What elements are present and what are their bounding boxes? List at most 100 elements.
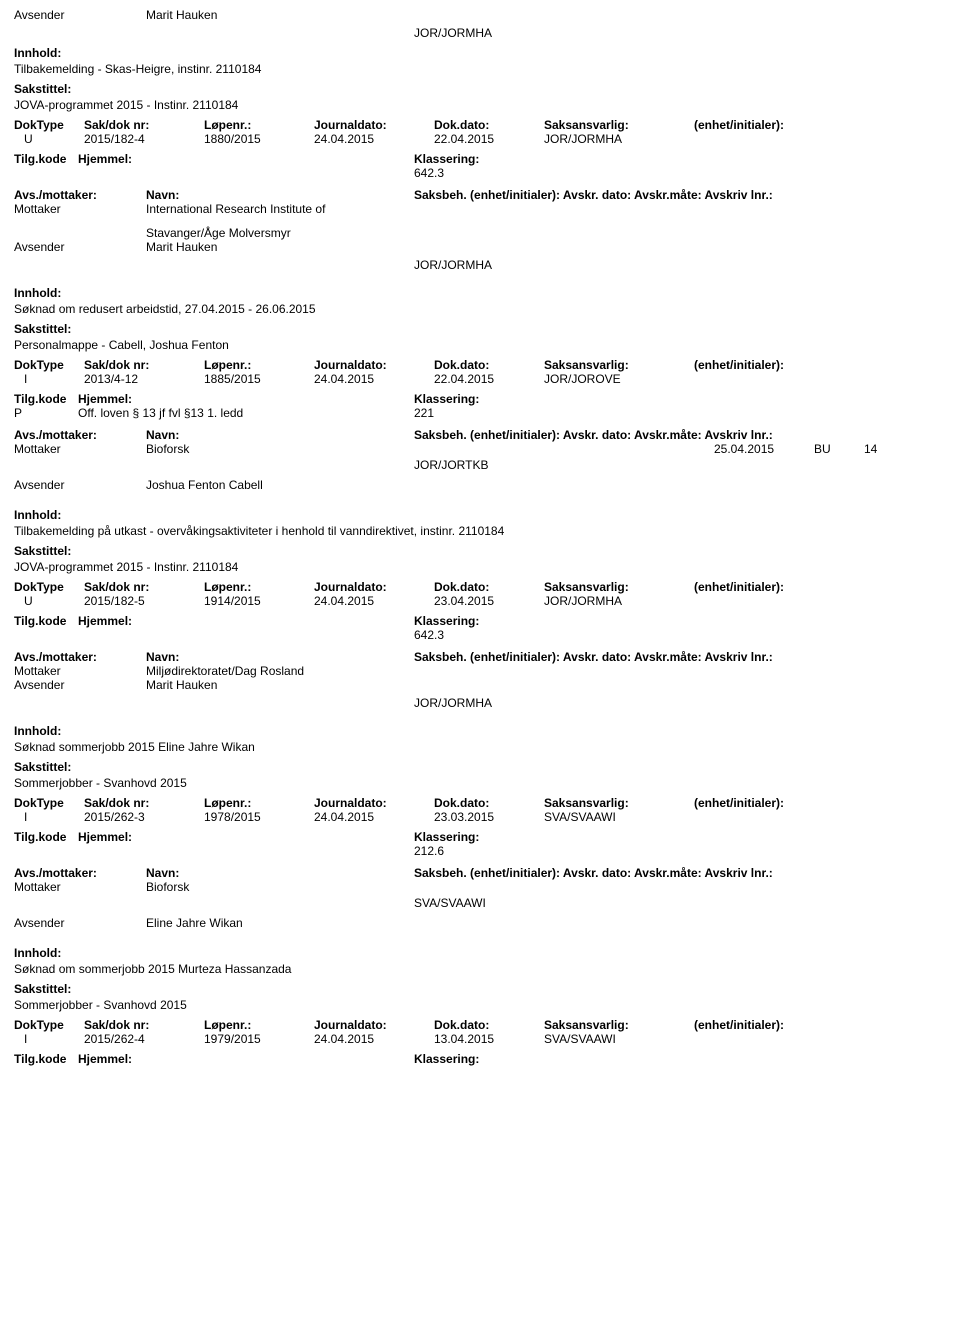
- mottaker-navn: International Research Institute of: [146, 202, 414, 216]
- tilgkode-label: Tilg.kode: [14, 152, 78, 166]
- avsender-label: Avsender: [14, 916, 146, 932]
- tilg-left: Tilg.kodeHjemmel:: [14, 152, 414, 166]
- avskr-dato: 25.04.2015: [714, 442, 814, 456]
- dokdato-value: 22.04.2015: [434, 372, 544, 386]
- journal-entry: Innhold:Tilbakemelding på utkast - overv…: [14, 508, 946, 710]
- avsender-row-bottom: AvsenderMarit Hauken: [14, 240, 946, 256]
- tilgkode-value: [14, 166, 78, 182]
- sakstittel-label: Sakstittel:: [14, 982, 946, 996]
- avskr-mate: [814, 202, 864, 216]
- mottaker-label: Mottaker: [14, 664, 146, 678]
- klassering-block: Klassering:: [414, 152, 479, 166]
- tilgkode-label: Tilg.kode: [14, 614, 78, 628]
- dok-row: I2015/262-41979/201524.04.201513.04.2015…: [14, 1032, 946, 1046]
- avsender-value: Eline Jahre Wikan: [146, 916, 243, 932]
- saksansvarlig-value: JOR/JOROVE: [544, 372, 694, 386]
- saksbeh-spacer: [414, 664, 714, 678]
- hjemmel-row: 642.3: [14, 628, 946, 644]
- avsender-label: Avsender: [14, 240, 146, 256]
- sakdok-header: Sak/dok nr:: [84, 580, 204, 594]
- saksbeh-header: Saksbeh. (enhet/initialer): Avskr. dato:…: [414, 650, 773, 664]
- tilg-row: Tilg.kodeHjemmel:Klassering:: [14, 830, 946, 844]
- sakstittel-text: Sommerjobber - Svanhovd 2015: [14, 776, 946, 790]
- mottaker-label: Mottaker: [14, 202, 146, 216]
- klassering-label: Klassering:: [414, 152, 479, 166]
- hjemmel-value: Off. loven § 13 jf fvl §13 1. ledd: [78, 406, 243, 422]
- mottaker-label: Mottaker: [14, 880, 146, 894]
- klassering-value: 642.3: [414, 166, 444, 182]
- avskr-lnr: [864, 664, 924, 678]
- saksansvarlig-header: Saksansvarlig:: [544, 118, 694, 132]
- journal-entry: Innhold:Søknad om redusert arbeidstid, 2…: [14, 286, 946, 494]
- tilgkode-value: [14, 1066, 78, 1082]
- sakdok-value: 2015/182-4: [84, 132, 204, 146]
- lopenr-header: Løpenr.:: [204, 118, 314, 132]
- saksbeh-header: Saksbeh. (enhet/initialer): Avskr. dato:…: [414, 188, 773, 202]
- enhet-header: (enhet/initialer):: [694, 580, 834, 594]
- doktype-header: DokType: [14, 358, 84, 372]
- avsender-label: Avsender: [14, 678, 146, 694]
- hjemmel-row: [14, 1066, 946, 1082]
- saksansvarlig-value: SVA/SVAAWI: [544, 1032, 694, 1046]
- tilgkode-label: Tilg.kode: [14, 830, 78, 844]
- dok-header: DokTypeSak/dok nr:Løpenr.:Journaldato:Do…: [14, 1018, 946, 1032]
- klassering-label: Klassering:: [414, 614, 479, 628]
- sakstittel-text: JOVA-programmet 2015 - Instinr. 2110184: [14, 98, 946, 112]
- unit-code-bottom: JOR/JORMHA: [414, 696, 946, 710]
- sakdok-value: 2015/262-4: [84, 1032, 204, 1046]
- dokdato-value: 22.04.2015: [434, 132, 544, 146]
- tilgkode-label: Tilg.kode: [14, 392, 78, 406]
- mottaker-navn: Miljødirektoratet/Dag Rosland: [146, 664, 414, 678]
- doktype-value: I: [14, 810, 84, 824]
- avsender-row-bottom: AvsenderMarit Hauken: [14, 678, 946, 694]
- hjemmel-label: Hjemmel:: [78, 1052, 132, 1066]
- avsender-row-bottom: AvsenderEline Jahre Wikan: [14, 916, 946, 932]
- innhold-text: Tilbakemelding på utkast - overvåkingsak…: [14, 524, 946, 538]
- sakstittel-label: Sakstittel:: [14, 760, 946, 774]
- hjemmel-label: Hjemmel:: [78, 392, 132, 406]
- avsender-label: Avsender: [14, 8, 146, 24]
- hjemmel-label: Hjemmel:: [78, 830, 132, 844]
- tilg-row: Tilg.kodeHjemmel:Klassering:: [14, 152, 946, 166]
- sakdok-value: 2013/4-12: [84, 372, 204, 386]
- lopenr-header: Løpenr.:: [204, 1018, 314, 1032]
- avsmottaker-label: Avs./mottaker:: [14, 650, 146, 664]
- tilg-left: Tilg.kodeHjemmel:: [14, 392, 414, 406]
- tilgkode-label: Tilg.kode: [14, 1052, 78, 1066]
- avskr-lnr: [864, 202, 924, 216]
- journal-entry: Innhold:Søknad om sommerjobb 2015 Murtez…: [14, 946, 946, 1082]
- tilg-left: Tilg.kodeHjemmel:: [14, 614, 414, 628]
- navn-label: Navn:: [146, 866, 414, 880]
- saksbeh-spacer: [414, 202, 714, 216]
- mottaker-row: MottakerBioforsk: [14, 880, 946, 894]
- dokdato-value: 23.03.2015: [434, 810, 544, 824]
- saksansvarlig-value: JOR/JORMHA: [544, 594, 694, 608]
- dok-header: DokTypeSak/dok nr:Løpenr.:Journaldato:Do…: [14, 358, 946, 372]
- hjemmel-label: Hjemmel:: [78, 152, 132, 166]
- mottaker-row: MottakerInternational Research Institute…: [14, 202, 946, 216]
- saksbeh-header: Saksbeh. (enhet/initialer): Avskr. dato:…: [414, 866, 773, 880]
- dok-row: U2015/182-41880/201524.04.201522.04.2015…: [14, 132, 946, 146]
- sakdok-header: Sak/dok nr:: [84, 118, 204, 132]
- doktype-header: DokType: [14, 796, 84, 810]
- innhold-label: Innhold:: [14, 946, 946, 960]
- sakdok-header: Sak/dok nr:: [84, 1018, 204, 1032]
- sakstittel-text: Sommerjobber - Svanhovd 2015: [14, 998, 946, 1012]
- tilgkode-value: P: [14, 406, 78, 422]
- hjemmel-label: Hjemmel:: [78, 614, 132, 628]
- dok-header: DokTypeSak/dok nr:Løpenr.:Journaldato:Do…: [14, 118, 946, 132]
- sakstittel-label: Sakstittel:: [14, 82, 946, 96]
- innhold-label: Innhold:: [14, 46, 946, 60]
- sakdok-header: Sak/dok nr:: [84, 358, 204, 372]
- journal-entry: AvsenderMarit Hauken JOR/JORMHA Innhold: Ti…: [14, 8, 946, 272]
- dok-header: DokTypeSak/dok nr:Løpenr.:Journaldato:Do…: [14, 580, 946, 594]
- navn-label: Navn:: [146, 188, 414, 202]
- journaldato-header: Journaldato:: [314, 796, 434, 810]
- klassering-label: Klassering:: [414, 392, 479, 406]
- sakstittel-text: Personalmappe - Cabell, Joshua Fenton: [14, 338, 946, 352]
- unit-code-bottom: JOR/JORMHA: [414, 258, 946, 272]
- dokdato-header: Dok.dato:: [434, 1018, 544, 1032]
- doktype-value: U: [14, 132, 84, 146]
- saksbeh-spacer: [414, 880, 714, 894]
- doktype-value: I: [14, 1032, 84, 1046]
